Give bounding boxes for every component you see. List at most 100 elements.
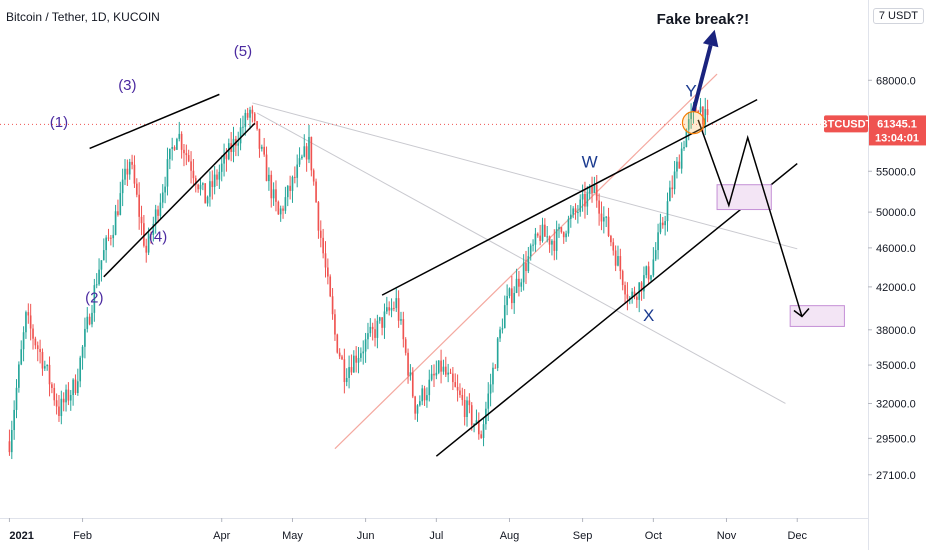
candle: [286, 185, 289, 207]
candle: [376, 314, 379, 349]
faint-trendline[interactable]: [252, 102, 798, 250]
candle: [378, 316, 381, 324]
trendline[interactable]: [381, 98, 758, 296]
candle-body: [690, 111, 692, 120]
candle-body: [444, 366, 447, 375]
candle: [355, 346, 357, 373]
candle-body: [546, 236, 549, 238]
candle-body: [79, 357, 82, 382]
candle-body: [100, 260, 103, 270]
candle: [124, 159, 126, 186]
candle-body: [322, 237, 324, 254]
candle-body: [560, 227, 563, 233]
candle-body: [46, 364, 48, 367]
candle-body: [657, 232, 659, 251]
y-tick-label: 32000.0: [876, 398, 916, 410]
candle-body: [430, 373, 433, 380]
candle: [166, 147, 169, 196]
badge-symbol: BTCUSDT: [820, 118, 873, 130]
projection-path[interactable]: [697, 119, 803, 317]
candle-body: [411, 372, 414, 397]
candle: [539, 224, 541, 246]
candle-body: [421, 388, 424, 402]
currency-selector[interactable]: 7 USDT: [872, 8, 924, 24]
time-axis: 2021 Feb Apr May Jun Jul Aug Sep Oct Nov Dec: [0, 518, 868, 542]
candle-body: [468, 400, 471, 406]
fake-break-arrowhead: [702, 29, 719, 48]
trendline[interactable]: [89, 93, 220, 150]
candle-body: [51, 384, 53, 388]
y-tick-label: 27100.0: [876, 470, 916, 482]
candle: [617, 245, 619, 267]
candle: [284, 186, 287, 214]
candle: [452, 367, 454, 391]
candle-body: [204, 183, 207, 204]
candle: [527, 246, 530, 274]
candle: [477, 412, 480, 440]
candle: [633, 286, 636, 300]
target-box[interactable]: [789, 305, 845, 327]
candle-body: [256, 121, 258, 129]
candle: [39, 339, 41, 364]
trendline[interactable]: [435, 162, 798, 457]
candle: [265, 146, 268, 182]
candle: [308, 124, 310, 164]
candle: [621, 269, 624, 291]
candle-body: [84, 328, 86, 347]
candle-body: [529, 245, 532, 257]
candle-body: [93, 285, 96, 313]
candle: [216, 169, 218, 187]
candle-body: [617, 256, 619, 266]
candle: [270, 170, 273, 208]
candle-body: [518, 278, 520, 287]
candle-body: [216, 174, 218, 180]
candle: [204, 183, 207, 204]
candle-body: [407, 352, 409, 376]
trendline[interactable]: [103, 122, 256, 278]
candle: [614, 245, 617, 272]
candle-body: [161, 192, 164, 203]
candle-body: [355, 355, 357, 363]
candle: [390, 298, 393, 318]
candle-body: [499, 329, 501, 339]
candle: [560, 227, 563, 234]
candle-body: [253, 113, 256, 122]
candle: [18, 361, 20, 393]
candle-body: [272, 189, 275, 199]
price-scale-bg: [868, 0, 932, 550]
candle-body: [166, 159, 169, 187]
candle: [680, 142, 683, 174]
highlight-circle[interactable]: [681, 111, 706, 135]
candle: [192, 158, 195, 185]
candle-body: [539, 235, 541, 241]
candle-body: [492, 367, 494, 385]
wave-label: (3): [118, 77, 136, 94]
candle: [643, 266, 645, 299]
candle: [511, 275, 513, 310]
candle-body: [312, 170, 315, 182]
fake-break-arrow[interactable]: [691, 44, 713, 112]
candle-body: [147, 233, 150, 253]
candle: [251, 105, 254, 123]
candle-body: [525, 262, 527, 272]
candle-body: [522, 262, 525, 283]
candle-body: [286, 185, 289, 198]
candle-body: [157, 209, 159, 216]
candle-body: [27, 312, 30, 316]
candle: [626, 282, 629, 311]
candle: [303, 134, 306, 158]
candle-body: [341, 356, 343, 360]
candle-body: [13, 409, 15, 431]
candle-body: [581, 193, 584, 200]
candle: [433, 364, 435, 388]
candle: [706, 99, 709, 123]
y-tick-label: 50000.0: [876, 207, 916, 219]
faint-trendline[interactable]: [256, 112, 786, 404]
candle-body: [209, 181, 211, 197]
candle-body: [612, 242, 615, 251]
candle: [558, 223, 560, 238]
wave-label: (4): [149, 228, 167, 245]
candle-body: [185, 153, 188, 156]
candle-body: [565, 233, 567, 238]
